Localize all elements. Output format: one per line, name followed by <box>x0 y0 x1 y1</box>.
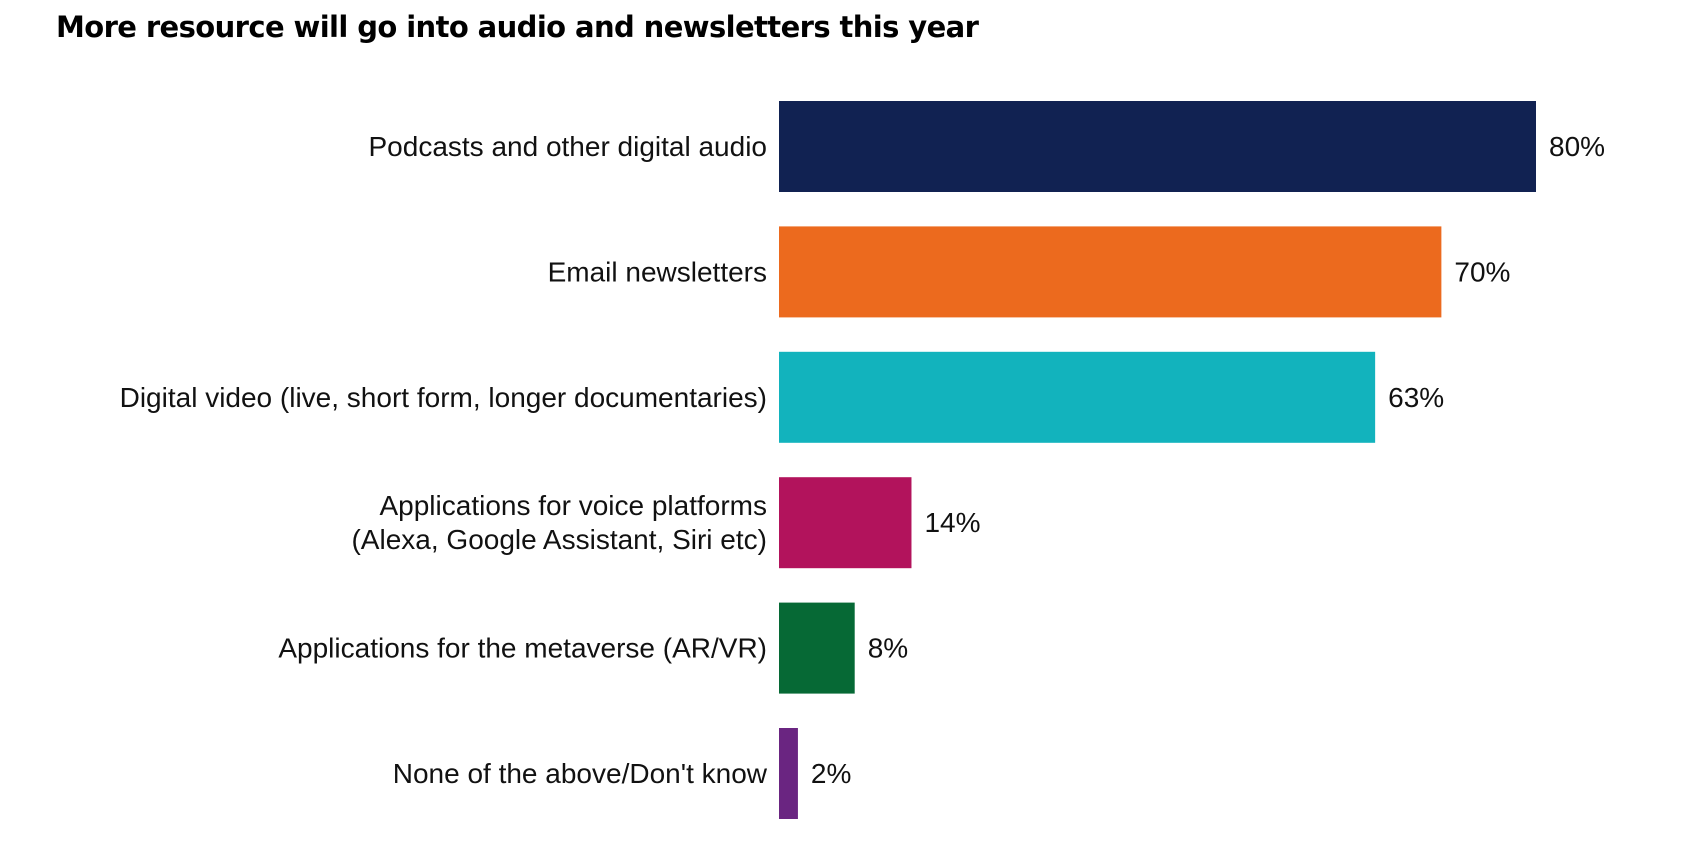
bar <box>779 602 855 694</box>
bar <box>779 226 1442 318</box>
chart-title: More resource will go into audio and new… <box>56 10 979 44</box>
category-label: Email newsletters <box>548 256 767 287</box>
value-label: 63% <box>1388 382 1444 413</box>
bar <box>779 477 912 569</box>
value-label: 70% <box>1454 256 1510 287</box>
bar <box>779 728 798 819</box>
value-label: 8% <box>868 633 908 664</box>
category-label: (Alexa, Google Assistant, Siri etc) <box>351 524 767 555</box>
category-label: None of the above/Don't know <box>393 758 768 789</box>
bar <box>779 351 1376 443</box>
category-label: Podcasts and other digital audio <box>369 131 768 162</box>
labels-layer: 80% Podcasts and other digital audio 70% Em… <box>120 131 1605 789</box>
bars-layer <box>779 101 1536 819</box>
bar <box>779 101 1536 192</box>
value-label: 14% <box>924 507 980 538</box>
category-label: Digital video (live, short form, longer … <box>120 382 767 413</box>
value-label: 2% <box>811 758 851 789</box>
value-label: 80% <box>1549 131 1605 162</box>
category-label: Applications for the metaverse (AR/VR) <box>278 633 767 664</box>
category-label: Applications for voice platforms <box>379 490 767 521</box>
